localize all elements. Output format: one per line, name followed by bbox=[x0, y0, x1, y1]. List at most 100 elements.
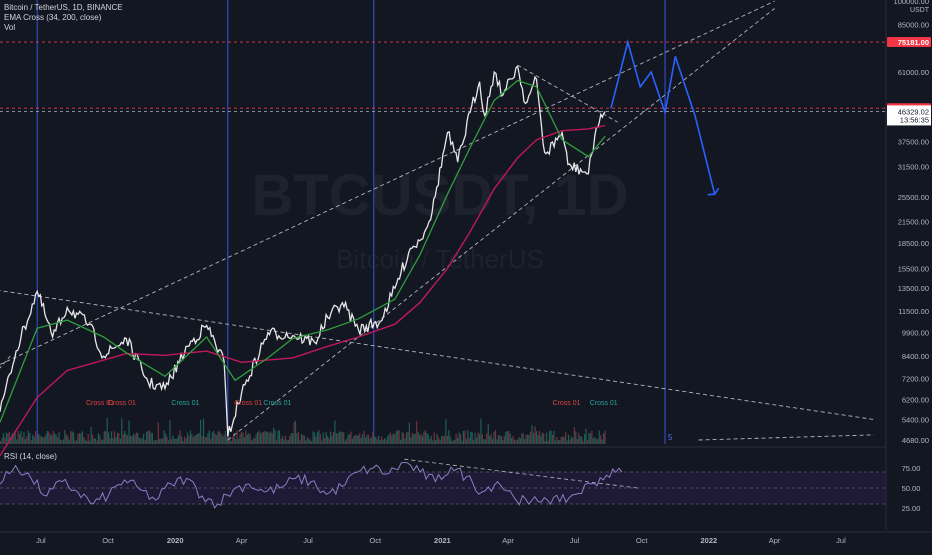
volume-bar bbox=[532, 432, 535, 444]
volume-bar bbox=[487, 423, 489, 444]
volume-bar bbox=[293, 422, 295, 444]
volume-bar bbox=[229, 437, 231, 444]
volume-bar bbox=[362, 434, 364, 444]
volume-bar bbox=[26, 436, 28, 444]
volume-bar bbox=[604, 430, 606, 444]
volume-bar bbox=[386, 436, 389, 444]
volume-bar bbox=[96, 440, 98, 444]
volume-bar bbox=[24, 439, 27, 444]
time-tick-5: Oct bbox=[369, 536, 382, 545]
volume-bar bbox=[367, 434, 370, 444]
volume-bar bbox=[100, 439, 102, 444]
volume-bar bbox=[156, 440, 158, 444]
volume-bar bbox=[546, 432, 548, 444]
volume-bar bbox=[259, 433, 262, 444]
volume-bar bbox=[20, 430, 22, 444]
volume-bar bbox=[7, 433, 9, 444]
volume-bar bbox=[164, 433, 167, 444]
volume-bar bbox=[32, 434, 34, 444]
volume-bar bbox=[379, 439, 381, 444]
volume-bar bbox=[318, 430, 320, 444]
volume-bar bbox=[258, 431, 260, 444]
volume-bar bbox=[252, 438, 254, 444]
volume-bar bbox=[125, 433, 127, 444]
volume-bar bbox=[200, 419, 202, 444]
volume-bar bbox=[296, 433, 298, 444]
volume-bar bbox=[400, 439, 402, 444]
volume-bar bbox=[191, 433, 193, 444]
volume-bar bbox=[494, 430, 497, 444]
price-tick-4: 37500.00 bbox=[898, 138, 929, 147]
projection-path bbox=[610, 38, 716, 195]
volume-bar bbox=[214, 434, 216, 444]
volume-bar bbox=[376, 439, 378, 444]
volume-bar bbox=[49, 434, 51, 444]
volume-bar bbox=[11, 433, 13, 444]
volume-bar bbox=[534, 426, 536, 444]
volume-bar bbox=[446, 435, 448, 444]
volume-bar bbox=[370, 437, 373, 444]
price-tick-9: 15500.00 bbox=[898, 264, 929, 273]
volume-bar bbox=[575, 431, 577, 444]
volume-bar bbox=[271, 433, 273, 444]
volume-bar bbox=[595, 438, 597, 444]
volume-bar bbox=[395, 431, 397, 444]
volume-bar bbox=[449, 436, 451, 444]
volume-bar bbox=[474, 432, 476, 444]
volume-bar bbox=[194, 435, 196, 444]
volume-bar bbox=[267, 431, 269, 444]
price-tick-2: 61000.00 bbox=[898, 68, 929, 77]
volume-bar bbox=[208, 430, 210, 444]
volume-bar bbox=[508, 431, 510, 444]
time-tick-10: 2022 bbox=[700, 536, 717, 545]
volume-bar bbox=[308, 438, 310, 444]
volume-bar bbox=[389, 432, 392, 444]
volume-bar bbox=[572, 437, 574, 444]
volume-bar bbox=[529, 431, 532, 444]
volume-bar bbox=[569, 439, 571, 444]
cross-marker-2: Cross 01 bbox=[171, 400, 199, 407]
time-tick-9: Oct bbox=[636, 536, 649, 545]
volume-bar bbox=[319, 433, 321, 444]
volume-bar bbox=[81, 431, 83, 444]
volume-bar bbox=[146, 431, 148, 444]
rsi-label: RSI (14, close) bbox=[4, 452, 57, 461]
volume-bar bbox=[290, 432, 292, 444]
price-series bbox=[0, 64, 606, 437]
price-tick-17: 4680.00 bbox=[902, 436, 929, 445]
volume-bar bbox=[419, 434, 421, 444]
volume-bar bbox=[565, 432, 567, 444]
volume-bar bbox=[398, 430, 400, 444]
volume-bar bbox=[87, 433, 89, 444]
time-tick-1: Oct bbox=[102, 536, 115, 545]
volume-bar bbox=[337, 433, 339, 444]
volume-bar bbox=[309, 439, 311, 444]
volume-bar bbox=[182, 440, 184, 444]
volume-bar bbox=[188, 436, 190, 444]
volume-bar bbox=[478, 434, 481, 444]
cross-marker-3: Cross 01 bbox=[234, 400, 262, 407]
volume-bar bbox=[348, 434, 351, 444]
cross-marker-1: Cross 01 bbox=[108, 400, 136, 407]
volume-bar bbox=[300, 433, 302, 444]
volume-bar bbox=[562, 436, 564, 444]
volume-bar bbox=[154, 440, 156, 444]
volume-bar bbox=[153, 440, 155, 444]
volume-bar bbox=[166, 436, 168, 444]
volume-bar bbox=[430, 436, 432, 444]
price-tick-10: 13500.00 bbox=[898, 284, 929, 293]
volume-bar bbox=[563, 436, 565, 444]
volume-bar bbox=[289, 435, 291, 444]
price-tick-7: 21500.00 bbox=[898, 217, 929, 226]
volume-bar bbox=[262, 432, 264, 444]
volume-bar bbox=[328, 438, 330, 444]
volume-bar bbox=[509, 433, 511, 444]
volume-bar bbox=[369, 438, 371, 444]
legend-volume: Vol bbox=[4, 23, 16, 32]
volume-bar bbox=[97, 433, 100, 444]
volume-bar bbox=[557, 440, 559, 444]
price-label-target-box bbox=[887, 37, 931, 48]
volume-bar bbox=[567, 434, 570, 444]
volume-bar bbox=[582, 440, 584, 444]
